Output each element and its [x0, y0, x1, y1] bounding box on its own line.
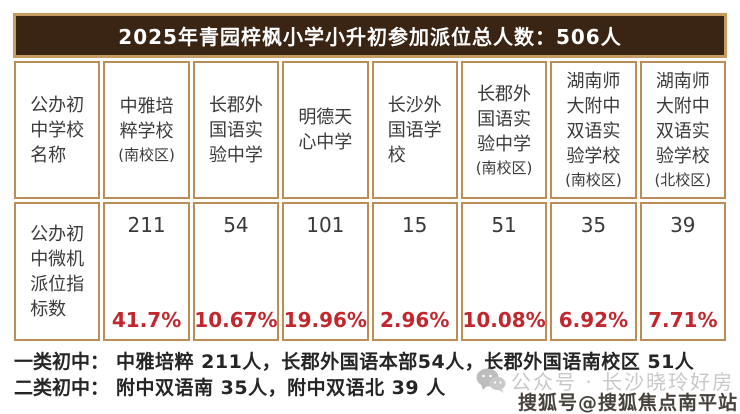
quota-count: 51 [491, 213, 517, 237]
quota-percent: 19.96% [283, 308, 367, 332]
quota-count: 39 [670, 213, 696, 237]
quota-cell-changjun-south: 51 10.08% [460, 202, 548, 341]
school-name: 长郡外 国语实 验中学 [208, 94, 263, 166]
quota-count: 15 [401, 213, 428, 237]
quota-count: 101 [306, 213, 345, 237]
school-name: 中雅培 粹学校 [119, 96, 174, 142]
school-column-fuzhong-north: 湖南师 大附中 双语实 验学校 (北校区) [639, 61, 726, 199]
quota-cell-mingde: 101 19.96% [282, 202, 369, 341]
school-column-fuzhong-south: 湖南师 大附中 双语实 验学校 (南校区) [550, 61, 637, 199]
school-branch: (北校区) [654, 171, 712, 189]
quota-percent: 7.71% [648, 308, 718, 332]
row-header-school-name-label: 公办初 中学校 名称 [30, 94, 85, 166]
school-column-changjun-foreign: 长郡外 国语实 验中学 [192, 61, 280, 199]
row-header-quota: 公办初 中微机 派位指 标数 [14, 202, 101, 341]
summary-line-tier2: 二类初中： 附中双语南 35人，附中双语北 39 人 [14, 375, 694, 401]
school-column-mingde: 明德天 心中学 [282, 61, 369, 199]
school-name: 湖南师 大附中 双语实 验学校 [655, 71, 710, 167]
summary-line-tier1: 一类初中： 中雅培粹 211人，长郡外国语本部54人，长郡外国语南校区 51人 [14, 349, 694, 375]
quota-cell-fuzhong-north: 39 7.71% [639, 202, 726, 341]
quota-percent: 6.92% [558, 308, 629, 332]
summary-label: 一类初中： [14, 351, 110, 373]
school-name: 长沙外 国语学 校 [387, 94, 442, 166]
row-header-quota-label: 公办初 中微机 派位指 标数 [30, 223, 85, 320]
school-column-zhongya: 中雅培 粹学校 (南校区) [103, 61, 190, 199]
school-name: 湖南师 大附中 双语实 验学校 [566, 71, 621, 167]
quota-cell-fuzhong-south: 35 6.92% [550, 202, 637, 341]
school-branch: (南校区) [118, 146, 175, 164]
row-header-school-name: 公办初 中学校 名称 [14, 61, 101, 199]
quota-percent: 10.08% [462, 308, 546, 332]
quota-count: 35 [580, 213, 607, 237]
quota-cell-changjun-foreign: 54 10.67% [192, 202, 280, 341]
quota-cell-zhongya: 211 41.7% [103, 202, 190, 341]
summary-text: 中雅培粹 211人，长郡外国语本部54人，长郡外国语南校区 51人 [116, 351, 695, 373]
page-title: 2025年青园梓枫小学小升初参加派位总人数：506人 [118, 25, 622, 49]
title-banner: 2025年青园梓枫小学小升初参加派位总人数：506人 [13, 13, 727, 58]
summary-notes: 一类初中： 中雅培粹 211人，长郡外国语本部54人，长郡外国语南校区 51人 二… [14, 349, 694, 401]
quota-percent: 41.7% [111, 308, 182, 332]
school-column-changsha-foreign: 长沙外 国语学 校 [371, 61, 458, 199]
quota-percent: 10.67% [194, 308, 278, 332]
school-branch: (南校区) [565, 171, 622, 189]
quota-count: 211 [127, 213, 166, 237]
school-column-changjun-south: 长郡外 国语实 验中学 (南校区) [460, 61, 548, 199]
quota-percent: 2.96% [379, 308, 450, 332]
quota-cell-changsha-foreign: 15 2.96% [371, 202, 458, 341]
summary-text: 附中双语南 35人，附中双语北 39 人 [116, 377, 446, 399]
placement-table: 公办初 中学校 名称 中雅培 粹学校 (南校区) 长郡外 国语实 验中学 明德天… [14, 61, 726, 341]
school-branch: (南校区) [475, 158, 533, 177]
summary-label: 二类初中： [14, 377, 110, 399]
quota-count: 54 [223, 213, 249, 237]
school-name: 明德天 心中学 [298, 107, 353, 153]
school-name: 长郡外 国语实 验中学 [477, 83, 532, 155]
